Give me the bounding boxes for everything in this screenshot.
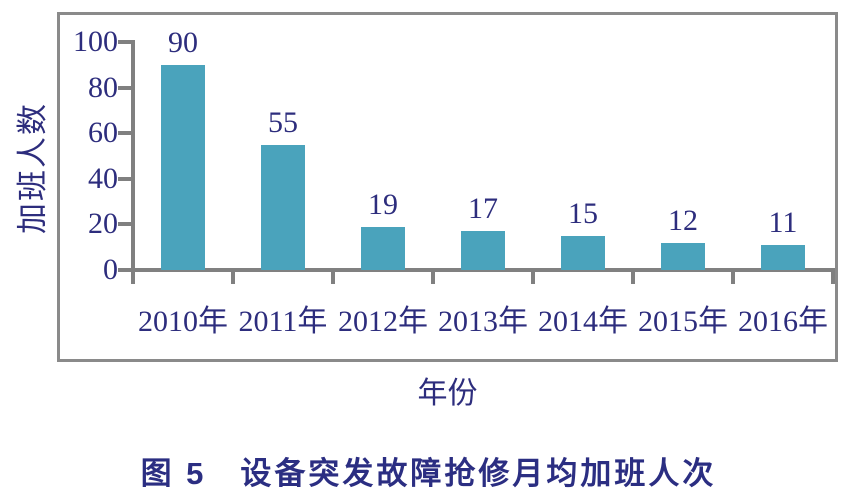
bar <box>761 245 805 270</box>
x-tick-label: 2013年 <box>438 305 528 338</box>
y-tick-label: 40 <box>88 161 118 195</box>
bar-value-label: 19 <box>368 188 398 221</box>
bar-value-label: 90 <box>168 26 198 59</box>
x-tick-mark <box>831 270 835 284</box>
y-tick-mark <box>118 176 133 181</box>
x-tick-mark <box>531 270 535 284</box>
y-tick-label: 60 <box>88 116 118 150</box>
x-tick-label: 2015年 <box>638 305 728 338</box>
bar <box>261 145 305 270</box>
x-axis-title: 年份 <box>417 377 478 410</box>
y-tick-mark <box>118 131 133 136</box>
y-tick-label: 0 <box>103 253 118 286</box>
bar <box>161 65 205 270</box>
bar-value-label: 11 <box>768 206 798 239</box>
plot-area: 0 20 40 60 80 100 90 2010年 55 2011年 19 2012年 17 2013年… <box>60 15 835 359</box>
figure-caption: 图 5 设备突发故障抢修月均加班人次 <box>140 456 717 491</box>
bar-value-label: 15 <box>568 197 598 230</box>
y-tick-mark <box>118 40 133 44</box>
bar-value-label: 55 <box>268 106 298 139</box>
chart-frame: 0 20 40 60 80 100 90 2010年 55 2011年 19 2012年 17 2013年… <box>57 12 838 362</box>
x-tick-label: 2010年 <box>138 305 228 338</box>
x-tick-mark <box>131 270 135 284</box>
x-tick-mark <box>231 270 235 284</box>
bar <box>561 236 605 270</box>
x-tick-mark <box>631 270 635 284</box>
x-tick-label: 2011年 <box>238 305 328 338</box>
x-tick-label: 2016年 <box>738 305 828 338</box>
y-axis-title: 加班人数 <box>15 102 50 234</box>
y-tick-mark <box>118 268 133 272</box>
bar <box>361 227 405 270</box>
y-tick-label: 100 <box>73 25 118 58</box>
y-tick-label: 80 <box>88 70 118 104</box>
x-tick-label: 2012年 <box>338 305 428 338</box>
bar-value-label: 12 <box>668 204 698 237</box>
bar <box>461 231 505 270</box>
x-tick-mark <box>431 270 435 284</box>
y-tick-label: 20 <box>88 207 118 241</box>
x-tick-mark <box>331 270 335 284</box>
x-tick-label: 2014年 <box>538 305 628 338</box>
bar <box>661 243 705 270</box>
y-tick-mark <box>118 222 133 227</box>
bar-value-label: 17 <box>468 192 498 225</box>
y-tick-mark <box>118 85 133 90</box>
x-axis-line <box>131 268 835 272</box>
y-axis-line <box>131 40 135 272</box>
x-tick-mark <box>731 270 735 284</box>
